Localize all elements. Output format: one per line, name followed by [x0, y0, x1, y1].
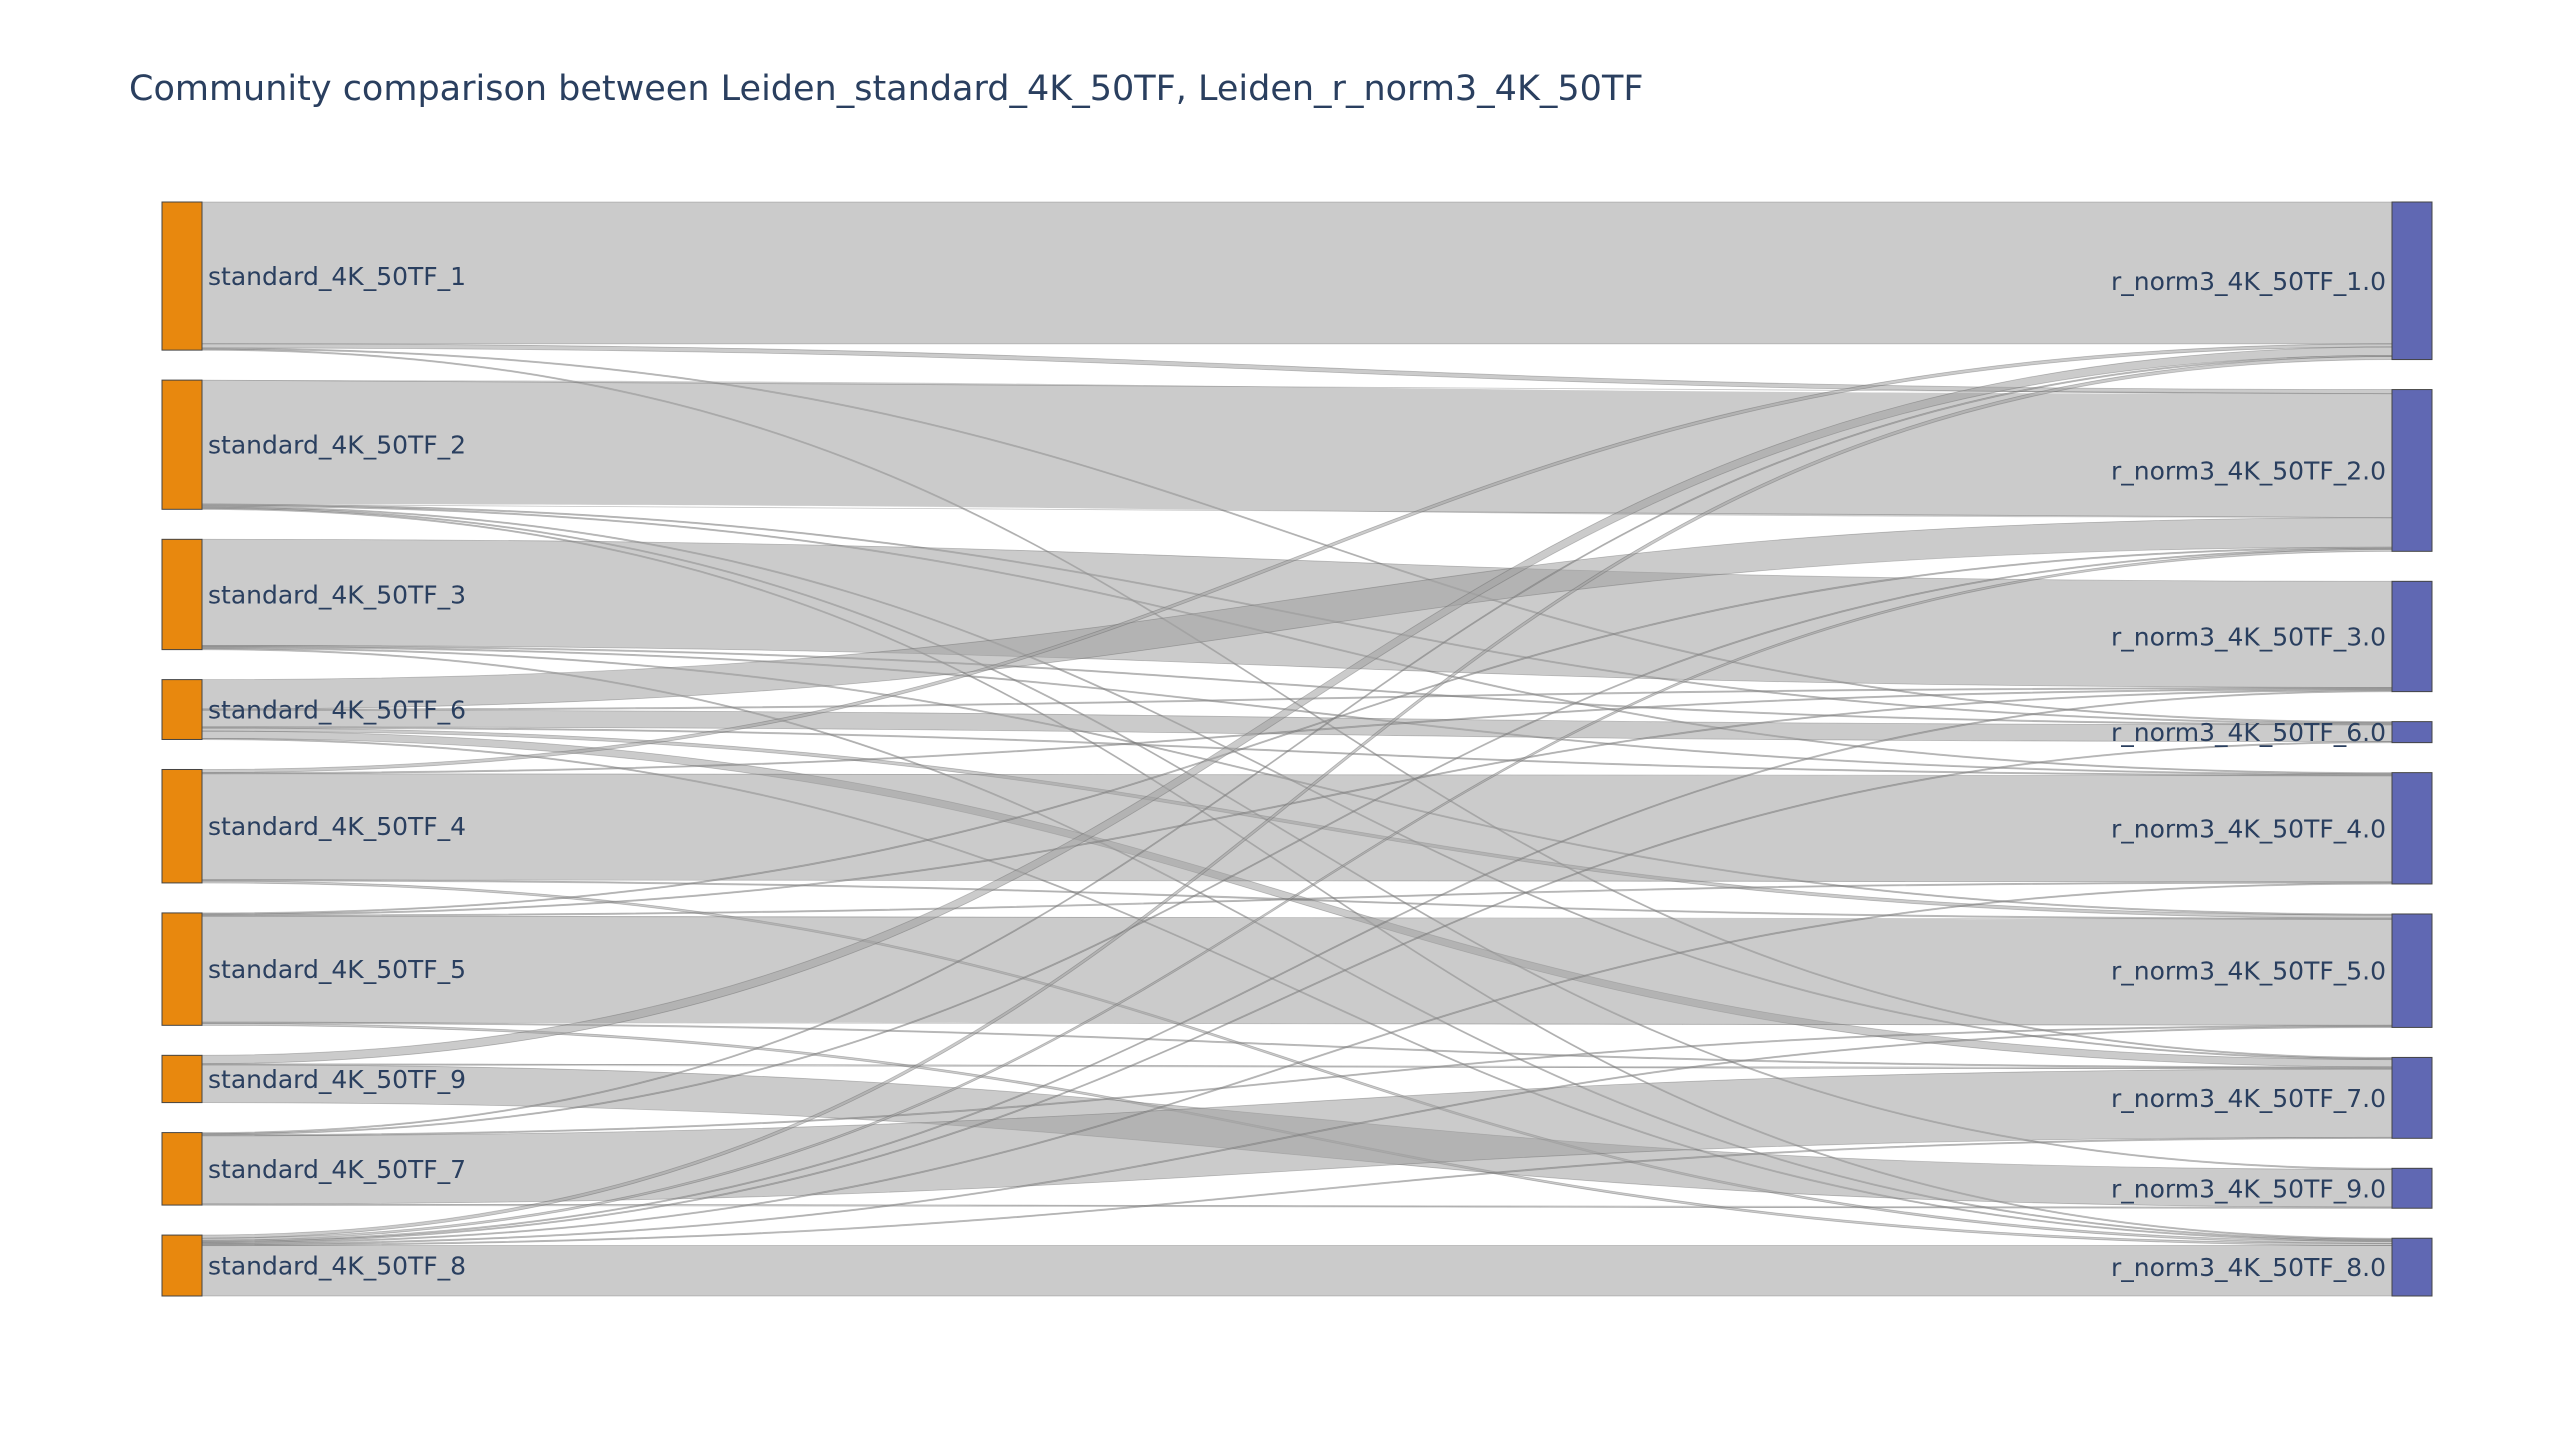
sankey-node-s4[interactable] [161, 768, 203, 884]
sankey-node-s5[interactable] [161, 912, 203, 1026]
sankey-node-t1[interactable] [2391, 201, 2433, 361]
sankey-node-t4[interactable] [2391, 772, 2433, 885]
node-label-s2: standard_4K_50TF_2 [208, 431, 466, 460]
node-label-t4: r_norm3_4K_50TF_4.0 [2111, 814, 2386, 843]
sankey-node-s2[interactable] [161, 379, 203, 510]
node-label-s7: standard_4K_50TF_7 [208, 1155, 466, 1184]
node-label-t7: r_norm3_4K_50TF_7.0 [2111, 1084, 2386, 1113]
sankey-link-s1-t1[interactable] [201, 201, 2393, 345]
sankey-node-t2[interactable] [2391, 389, 2433, 552]
sankey-node-t8[interactable] [2391, 1237, 2433, 1297]
sankey-link-s2-t2[interactable] [201, 379, 2393, 519]
sankey-link-s8-t8[interactable] [201, 1245, 2393, 1297]
node-label-s4: standard_4K_50TF_4 [208, 812, 466, 841]
node-label-t8: r_norm3_4K_50TF_8.0 [2111, 1253, 2386, 1282]
node-label-t3: r_norm3_4K_50TF_3.0 [2111, 622, 2386, 651]
node-label-t1: r_norm3_4K_50TF_1.0 [2111, 267, 2386, 296]
node-label-t5: r_norm3_4K_50TF_5.0 [2111, 957, 2386, 986]
sankey-node-t3[interactable] [2391, 580, 2433, 693]
node-layer [161, 201, 2433, 1297]
sankey-node-s3[interactable] [161, 538, 203, 651]
node-label-s3: standard_4K_50TF_3 [208, 580, 466, 609]
node-label-s5: standard_4K_50TF_5 [208, 955, 466, 984]
node-label-s6: standard_4K_50TF_6 [208, 696, 466, 725]
sankey-node-s7[interactable] [161, 1132, 203, 1206]
node-label-s1: standard_4K_50TF_1 [208, 262, 466, 291]
sankey-link-s5-t5[interactable] [201, 915, 2393, 1026]
sankey-node-t5[interactable] [2391, 913, 2433, 1028]
node-label-s8: standard_4K_50TF_8 [208, 1252, 466, 1281]
node-label-t2: r_norm3_4K_50TF_2.0 [2111, 456, 2386, 485]
sankey-node-s9[interactable] [161, 1054, 203, 1104]
node-label-t9: r_norm3_4K_50TF_9.0 [2111, 1174, 2386, 1203]
node-label-s9: standard_4K_50TF_9 [208, 1065, 466, 1094]
sankey-node-t9[interactable] [2391, 1167, 2433, 1209]
chart-title: Community comparison between Leiden_stan… [129, 69, 1643, 109]
link-layer [201, 201, 2393, 1297]
sankey-node-t6[interactable] [2391, 721, 2433, 744]
sankey-node-s8[interactable] [161, 1234, 203, 1297]
sankey-node-s6[interactable] [161, 679, 203, 740]
sankey-node-t7[interactable] [2391, 1056, 2433, 1139]
label-layer: standard_4K_50TF_1 standard_4K_50TF_2stan… [208, 262, 2386, 1282]
sankey-node-s1[interactable] [161, 201, 203, 351]
node-label-t6: r_norm3_4K_50TF_6.0 [2111, 718, 2386, 747]
sankey-link-s4-t4[interactable] [201, 773, 2393, 883]
